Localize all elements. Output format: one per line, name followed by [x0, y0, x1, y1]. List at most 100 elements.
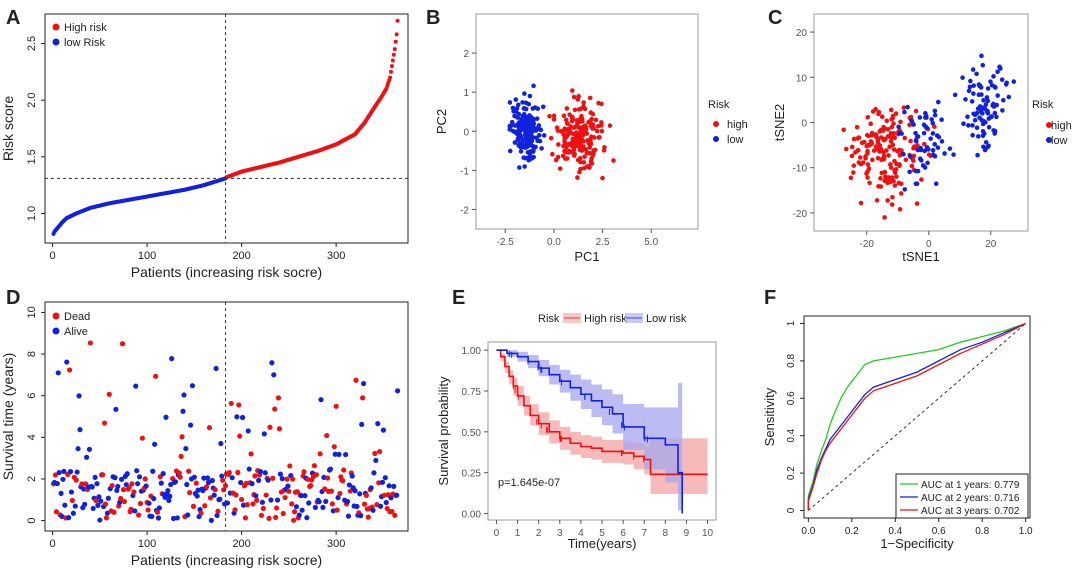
- panel-c-point-high: [858, 200, 864, 206]
- panel-c-point-high: [895, 148, 900, 154]
- panel-c-x-tick-label: 20: [985, 239, 997, 250]
- panel-d-point-dead: [222, 483, 229, 489]
- panel-d-point-dead: [381, 492, 387, 498]
- panel-b-point-high: [568, 149, 574, 155]
- panel-d-point-dead: [376, 480, 382, 486]
- panel-d-point-alive: [375, 421, 381, 427]
- panel-b-point-high: [570, 117, 576, 122]
- panel-d-point-alive: [95, 502, 101, 508]
- panel-c-point-low: [1004, 80, 1009, 86]
- panel-d-point-alive: [89, 484, 95, 490]
- panel-a-legend-low-marker: [52, 38, 60, 46]
- panel-d-point-dead: [389, 508, 395, 515]
- panel-c-point-low: [981, 144, 986, 150]
- panel-d-legend-dead-label: Dead: [64, 311, 90, 323]
- panel-d-point-dead: [267, 424, 273, 430]
- panel-f-x-tick-label: 0.4: [888, 526, 902, 537]
- panel-b-point-high: [587, 95, 593, 101]
- panel-d-point-alive: [256, 477, 262, 483]
- panel-c-point-low: [925, 160, 930, 166]
- panel-a-y-tick-label: 2.0: [26, 93, 38, 108]
- panel-c-y-tick-label: 10: [796, 73, 808, 84]
- panel-b-point-low: [535, 126, 541, 132]
- panel-d-point-dead: [248, 451, 254, 457]
- panel-d-point-dead: [340, 478, 346, 484]
- panel-f-y-tick-label: 1: [786, 320, 797, 326]
- panel-d-point-dead: [186, 468, 192, 474]
- panel-d-point-dead: [363, 492, 370, 498]
- panel-d-point-dead: [311, 463, 318, 469]
- panel-d-point-alive: [124, 471, 130, 477]
- panel-b-point-high: [570, 88, 575, 93]
- panel-d-point-alive: [383, 499, 389, 506]
- panel-c-point-high: [893, 111, 899, 116]
- panel-b-point-low: [524, 139, 530, 145]
- panel-d-point-alive: [229, 475, 235, 481]
- panel-b-point-high: [574, 132, 580, 138]
- panel-c-point-high: [913, 108, 919, 114]
- panel-c-point-high: [887, 144, 892, 150]
- panel-c-point-low: [939, 117, 944, 123]
- panel-b-x-axis-label: PC1: [574, 249, 599, 264]
- panel-b-point-high: [577, 169, 582, 175]
- panel-d-point-dead: [377, 448, 383, 455]
- panel-d-point-alive: [327, 466, 334, 472]
- panel-d-point-alive: [312, 504, 318, 510]
- panel-d-point-alive: [213, 365, 219, 372]
- panel-c-point-low: [985, 86, 991, 91]
- panel-d-point-alive: [336, 451, 342, 457]
- panel-c-point-low: [947, 146, 953, 151]
- panel-d-point-alive: [217, 496, 223, 502]
- panel-b-point-high: [573, 143, 579, 149]
- panel-a-x-tick-label: 300: [327, 250, 345, 262]
- panel-b-point-low: [518, 149, 524, 154]
- panel-c-point-high: [864, 171, 869, 176]
- panel-c-point-low: [930, 120, 936, 126]
- panel-c-point-high: [891, 121, 896, 126]
- panel-d-point-alive: [234, 414, 240, 420]
- panel-d-point-dead: [263, 492, 269, 498]
- panel-d-point-dead: [179, 434, 185, 440]
- panel-b-point-high: [575, 175, 580, 180]
- panel-b-point-low: [540, 104, 546, 110]
- panel-c-point-high: [888, 107, 894, 113]
- panel-b-legend-low-marker: [713, 136, 719, 142]
- panel-d-point-alive: [370, 507, 376, 513]
- panel-d-point-dead: [111, 509, 117, 515]
- panel-c-point-low: [932, 141, 938, 147]
- panel-d-y-tick-label: 6: [26, 393, 38, 399]
- panel-c-point-low: [917, 115, 923, 120]
- panel-f-legend-label-2: AUC at 2 years: 0.716: [921, 493, 1020, 504]
- panel-d-point-alive: [238, 479, 244, 486]
- panel-d-point-dead: [372, 450, 378, 457]
- panel-f-y-tick-label: 0.4: [786, 428, 797, 442]
- panel-b-point-low: [507, 123, 513, 129]
- panel-d-point-dead: [202, 503, 208, 509]
- panel-d-point-alive: [265, 477, 271, 483]
- panel-c-point-high: [855, 136, 860, 141]
- panel-c-point-high: [851, 170, 856, 175]
- panel-c-point-high: [901, 105, 907, 110]
- panel-e-legend-high-swatch: [563, 313, 581, 323]
- panel-c-point-high: [908, 114, 914, 120]
- panel-c-point-high: [866, 166, 872, 171]
- panel-b-y-axis-label: PC2: [434, 109, 449, 134]
- panel-d-point-alive: [345, 513, 352, 519]
- panel-d-point-alive: [191, 474, 197, 480]
- panel-d-point-alive: [277, 471, 283, 477]
- panel-d-point-dead: [190, 503, 197, 509]
- panel-c-y-tick-label: 20: [796, 28, 808, 39]
- panel-c-point-low: [909, 118, 914, 124]
- panel-a-frame: [44, 13, 409, 244]
- panel-d-point-alive: [382, 475, 388, 481]
- panel-c-point-low: [922, 148, 928, 154]
- panel-d-point-dead: [325, 475, 331, 481]
- panel-b-point-high: [587, 145, 593, 150]
- panel-c-point-high: [856, 160, 862, 165]
- panel-d-point-alive: [259, 499, 266, 505]
- panel-d-point-alive: [379, 479, 386, 485]
- panel-c-point-low: [960, 75, 965, 80]
- panel-d-point-alive: [54, 480, 60, 487]
- panel-b-point-high: [578, 127, 584, 133]
- panel-b-point-low: [531, 154, 536, 160]
